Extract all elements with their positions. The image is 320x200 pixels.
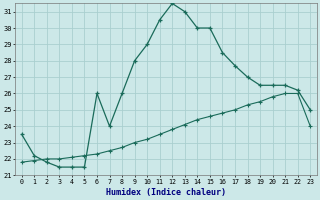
X-axis label: Humidex (Indice chaleur): Humidex (Indice chaleur) bbox=[106, 188, 226, 197]
